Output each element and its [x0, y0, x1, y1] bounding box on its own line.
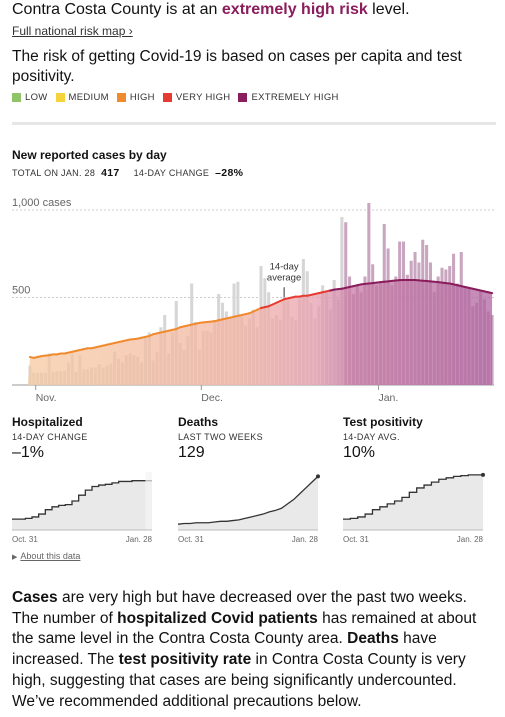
- panel-hospitalized: Hospitalized 14-DAY CHANGE –1%: [12, 415, 88, 462]
- sparkline-end-label: Jan. 28: [126, 535, 153, 544]
- legend-item-medium: MEDIUM: [55, 92, 109, 103]
- legend-label: LOW: [25, 92, 48, 103]
- x-tick-label: Dec.: [201, 392, 223, 404]
- panel-subtitle: LAST TWO WEEKS: [178, 432, 263, 442]
- sparkline-start-label: Oct. 31: [343, 535, 369, 544]
- legend-swatch-high: [116, 93, 126, 102]
- panel-title: Hospitalized: [12, 415, 83, 429]
- sparkline-line: [343, 474, 483, 520]
- total-label: TOTAL ON JAN. 28: [12, 168, 96, 178]
- legend-label: VERY HIGH: [175, 92, 231, 103]
- sparkline-area: [343, 474, 483, 530]
- national-risk-map-link[interactable]: Full national risk map ›: [12, 24, 133, 38]
- change-value: –28%: [215, 167, 244, 179]
- y-tick-label: 1,000 cases: [12, 197, 72, 209]
- summary-bold: hospitalized Covid patients: [117, 609, 318, 627]
- legend-item-low: LOW: [12, 92, 48, 103]
- annotation-label: 14-day: [270, 261, 299, 272]
- panel-title: Test positivity: [343, 415, 423, 429]
- panel-subtitle: 14-DAY AVG.: [343, 432, 400, 442]
- panel-subtitle: 14-DAY CHANGE: [12, 432, 88, 442]
- summary-bold: test positivity rate: [118, 651, 252, 669]
- x-tick-label: Nov.: [36, 392, 57, 404]
- sparkline-incomplete-shade: [145, 472, 152, 530]
- legend-swatch-very-high: [162, 93, 172, 102]
- sparkline-start-label: Oct. 31: [178, 535, 204, 544]
- legend-label: HIGH: [129, 92, 155, 103]
- legend-label: EXTREMELY HIGH: [251, 92, 339, 103]
- sparkline-line: [12, 480, 152, 520]
- deaths-sparkline: Oct. 31 Jan. 28: [178, 474, 320, 544]
- risk-headline: Contra Costa County is at an extremely h…: [12, 0, 410, 20]
- summary-bold: Deaths: [347, 630, 399, 648]
- legend-item-extremely-high: EXTREMELY HIGH: [238, 92, 338, 103]
- sparkline-area: [12, 480, 152, 530]
- annotation-label: average: [267, 272, 301, 283]
- average-line-segment: [487, 291, 494, 295]
- triangle-right-icon: ▶: [12, 554, 18, 561]
- legend-swatch-extremely-high: [238, 93, 248, 102]
- risk-level: extremely high risk: [221, 1, 368, 18]
- x-tick-label: Jan.: [378, 392, 398, 404]
- summary-text: have increased. The: [12, 630, 437, 669]
- summary-paragraph: Cases are very high but have decreased o…: [12, 588, 497, 712]
- hospitalized-sparkline: Oct. 31 Jan. 28: [12, 472, 153, 544]
- sparkline-end-label: Jan. 28: [457, 535, 484, 544]
- y-tick-label: 500: [12, 285, 30, 297]
- headline-prefix: Contra Costa County is at an: [12, 1, 222, 18]
- about-link-text: About this data: [20, 551, 81, 561]
- legend-swatch-low: [12, 93, 21, 102]
- cases-chart-title: New reported cases by day: [12, 148, 167, 162]
- legend-item-very-high: VERY HIGH: [162, 92, 231, 103]
- sparkline-endpoint: [316, 474, 320, 479]
- cases-stats: TOTAL ON JAN. 28 417 14-DAY CHANGE –28%: [12, 167, 243, 179]
- legend-label: MEDIUM: [68, 92, 109, 103]
- headline-suffix: level.: [367, 1, 410, 18]
- panel-value: 129: [178, 444, 205, 461]
- section-divider: [12, 122, 496, 125]
- sparkline-start-label: Oct. 31: [12, 535, 38, 544]
- sparkline-area: [178, 476, 318, 530]
- panel-value: 10%: [343, 444, 376, 461]
- average-area: [28, 280, 493, 385]
- risk-intro-text: The risk of getting Covid-19 is based on…: [12, 48, 462, 85]
- change-label: 14-DAY CHANGE: [133, 168, 210, 178]
- sparkline-endpoint: [481, 472, 485, 477]
- panel-deaths: Deaths LAST TWO WEEKS 129: [178, 415, 263, 462]
- legend-item-high: HIGH: [116, 92, 155, 103]
- panel-test-positivity: Test positivity 14-DAY AVG. 10%: [343, 415, 423, 462]
- sparkline-line: [178, 475, 319, 525]
- summary-text: has remained at about the same level in …: [12, 609, 477, 648]
- panel-title: Deaths: [178, 415, 219, 429]
- test-positivity-sparkline: Oct. 31 Jan. 28: [343, 472, 485, 544]
- summary-text: are very high but have decreased over th…: [12, 589, 467, 627]
- about-data-link[interactable]: ▶ About this data: [12, 551, 80, 561]
- summary-bold: Cases: [12, 589, 58, 606]
- sparkline-end-label: Jan. 28: [292, 535, 319, 544]
- case-bar: [490, 315, 494, 385]
- legend-swatch-medium: [55, 93, 65, 102]
- panel-value: –1%: [12, 444, 45, 461]
- summary-text: in Contra Costa County is very high, sug…: [12, 651, 466, 710]
- total-value: 417: [101, 167, 120, 179]
- risk-legend: LOW MEDIUM HIGH VERY HIGH EXTREMELY HIGH: [12, 92, 339, 103]
